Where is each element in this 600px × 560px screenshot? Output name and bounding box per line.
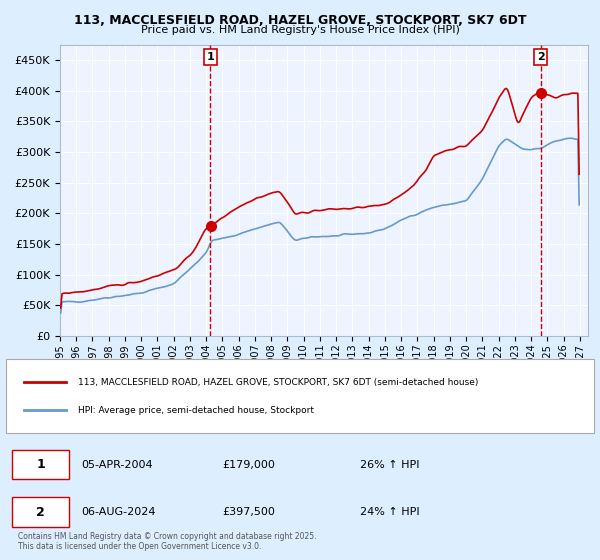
Text: £179,000: £179,000 xyxy=(222,460,275,470)
FancyBboxPatch shape xyxy=(6,360,594,433)
FancyBboxPatch shape xyxy=(12,450,69,479)
Text: 113, MACCLESFIELD ROAD, HAZEL GROVE, STOCKPORT, SK7 6DT: 113, MACCLESFIELD ROAD, HAZEL GROVE, STO… xyxy=(74,14,526,27)
FancyBboxPatch shape xyxy=(12,497,69,526)
Text: 05-APR-2004: 05-APR-2004 xyxy=(81,460,152,470)
Text: HPI: Average price, semi-detached house, Stockport: HPI: Average price, semi-detached house,… xyxy=(78,405,314,414)
Text: Contains HM Land Registry data © Crown copyright and database right 2025.
This d: Contains HM Land Registry data © Crown c… xyxy=(18,532,317,552)
Text: 113, MACCLESFIELD ROAD, HAZEL GROVE, STOCKPORT, SK7 6DT (semi-detached house): 113, MACCLESFIELD ROAD, HAZEL GROVE, STO… xyxy=(78,377,478,386)
Text: 1: 1 xyxy=(37,458,45,471)
Text: 1: 1 xyxy=(206,52,214,62)
Text: Price paid vs. HM Land Registry's House Price Index (HPI): Price paid vs. HM Land Registry's House … xyxy=(140,25,460,35)
Text: 24% ↑ HPI: 24% ↑ HPI xyxy=(360,507,419,517)
Text: 2: 2 xyxy=(537,52,545,62)
Text: £397,500: £397,500 xyxy=(222,507,275,517)
Text: 2: 2 xyxy=(37,506,45,519)
Text: 06-AUG-2024: 06-AUG-2024 xyxy=(81,507,155,517)
Text: 26% ↑ HPI: 26% ↑ HPI xyxy=(360,460,419,470)
